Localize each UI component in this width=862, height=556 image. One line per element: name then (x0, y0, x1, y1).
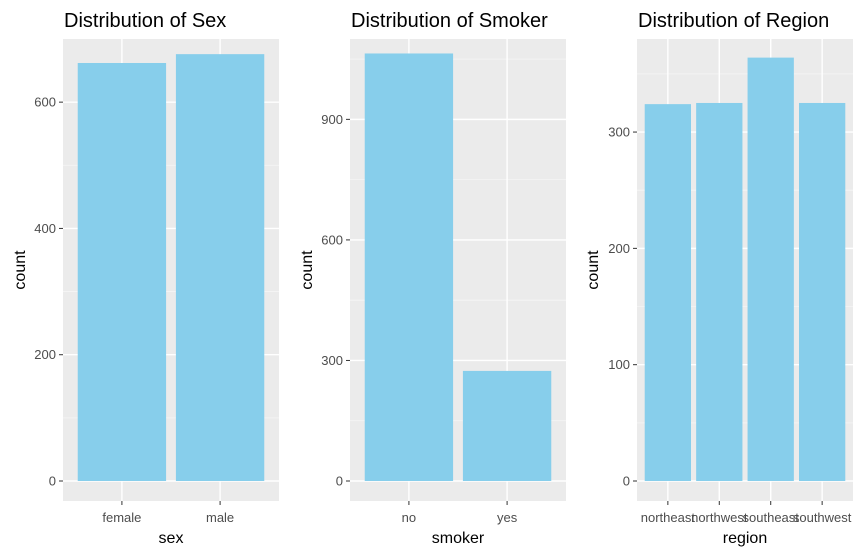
y-tick-label: 300 (608, 125, 630, 140)
y-tick-label: 600 (34, 95, 56, 110)
bar (175, 54, 265, 481)
x-axis-title: smoker (432, 530, 485, 547)
chart-sex: Distribution of Sex sex count 0 200 400 600… (12, 10, 279, 547)
chart-title: Distribution of Smoker (351, 10, 548, 32)
y-tick-label: 0 (49, 474, 56, 489)
y-tick-label: 900 (321, 112, 343, 127)
y-tick-label: 100 (608, 357, 630, 372)
plot-area: 0 200 400 600 female male (34, 39, 279, 525)
bar (644, 104, 691, 481)
x-tick-label: northwest (691, 510, 748, 525)
chart-title: Distribution of Region (638, 10, 829, 32)
x-tick-label: no (402, 510, 416, 525)
x-tick-label: southwest (793, 510, 852, 525)
y-tick-label: 600 (321, 232, 343, 247)
plot-area: 0 100 200 300 northeastnorthwestsoutheastsou… (608, 39, 853, 525)
bar (462, 370, 552, 481)
x-tick-label: northeast (641, 510, 696, 525)
x-tick-label: yes (497, 510, 518, 525)
y-axis-title: count (12, 250, 29, 290)
y-tick-label: 200 (34, 347, 56, 362)
chart-title: Distribution of Sex (64, 10, 226, 32)
y-tick-label: 0 (336, 474, 343, 489)
y-tick-label: 300 (321, 353, 343, 368)
x-axis-title: sex (159, 530, 184, 547)
x-tick-label: female (102, 510, 141, 525)
bar (364, 53, 454, 481)
chart-region: Distribution of Region region count 0 100… (585, 10, 853, 547)
x-axis-title: region (723, 530, 767, 547)
y-tick-label: 0 (623, 474, 630, 489)
y-axis-title: count (299, 250, 316, 290)
chart-smoker: Distribution of Smoker smoker count 0 300… (299, 10, 566, 547)
plot-area: 0 300 600 900 no yes (321, 39, 566, 525)
bar (747, 57, 794, 481)
y-axis-title: count (585, 250, 602, 290)
y-tick-label: 400 (34, 221, 56, 236)
bar (696, 102, 743, 481)
bar (799, 102, 846, 481)
x-tick-label: southeast (743, 510, 800, 525)
bar (77, 62, 167, 481)
y-tick-label: 200 (608, 241, 630, 256)
x-tick-label: male (206, 510, 234, 525)
